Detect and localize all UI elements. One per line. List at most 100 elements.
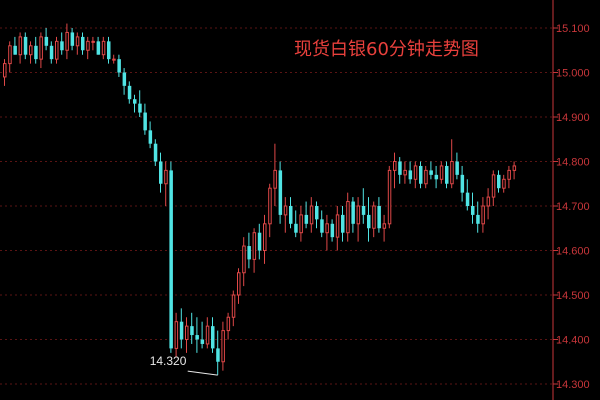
candle-body — [252, 232, 257, 260]
candle-body — [273, 169, 277, 189]
candle-body — [257, 232, 262, 251]
candle-body — [13, 45, 17, 55]
candle-body — [169, 170, 173, 349]
candle-body — [512, 165, 517, 171]
y-tick-label: 15.100 — [556, 23, 590, 35]
candle-body — [44, 36, 49, 46]
candle-body — [393, 161, 397, 171]
y-tick-label: 14.800 — [556, 157, 590, 169]
candle-body — [351, 201, 355, 224]
annotation-line — [187, 370, 218, 376]
candle-body — [205, 325, 210, 345]
candle-body — [247, 246, 251, 260]
candle-body — [75, 36, 80, 47]
candle-body — [195, 335, 199, 340]
candle-body — [372, 205, 376, 229]
candle-body — [387, 169, 392, 225]
candle-body — [491, 174, 496, 198]
candle-body — [138, 103, 142, 113]
candle-body — [231, 294, 236, 318]
candle-body — [221, 330, 225, 363]
candle-body — [263, 223, 267, 252]
candle-body — [153, 143, 158, 162]
candle-body — [117, 59, 121, 73]
candle-body — [190, 326, 194, 336]
candle-body — [179, 321, 184, 340]
candle-body — [122, 72, 127, 86]
candle-body — [70, 32, 75, 46]
candle-body — [320, 219, 324, 233]
candle-body — [460, 174, 465, 193]
candle-body — [403, 169, 407, 176]
candle-body — [96, 41, 101, 55]
y-tick-label: 14.300 — [556, 379, 590, 391]
candle-body — [382, 223, 387, 229]
candle-body — [34, 45, 38, 60]
candle-body — [91, 40, 95, 43]
candle-body — [283, 205, 288, 216]
candle-body — [429, 170, 433, 175]
candle-body — [60, 41, 64, 51]
candle-body — [335, 214, 340, 238]
candle-body — [304, 214, 309, 224]
candle-body — [200, 339, 205, 344]
candle-body — [309, 205, 314, 225]
candle-body — [29, 45, 33, 56]
candle-body — [289, 206, 293, 224]
candle-body — [356, 205, 361, 225]
y-tick-label: 15.000 — [556, 68, 590, 80]
candle-body — [278, 170, 283, 215]
candle-body — [127, 85, 132, 100]
candle-body — [315, 206, 319, 220]
candle-body — [226, 316, 231, 332]
candle-body — [413, 165, 418, 180]
candle-body — [471, 206, 475, 215]
candle-body — [39, 36, 43, 60]
low-annotation-label: 14.320 — [150, 354, 187, 368]
candle-body — [18, 36, 23, 56]
y-tick-label: 14.600 — [556, 246, 590, 258]
candle-body — [3, 63, 7, 78]
y-tick-label: 14.900 — [556, 112, 590, 124]
candle-body — [465, 192, 470, 206]
candle-body — [49, 45, 54, 60]
candle-body — [455, 161, 459, 175]
candle-body — [497, 174, 501, 189]
candle-body — [86, 40, 90, 51]
candle-body — [439, 165, 444, 180]
candle-body — [294, 223, 298, 233]
candle-body — [242, 245, 246, 274]
candle-body — [211, 326, 215, 349]
candle-body — [133, 99, 137, 104]
candle-body — [164, 169, 168, 185]
y-tick-label: 14.500 — [556, 290, 590, 302]
candle-body — [237, 272, 241, 296]
candle-body — [325, 223, 329, 234]
candle-body — [101, 40, 106, 56]
candle-body — [377, 206, 381, 229]
candle-body — [23, 36, 28, 55]
candle-body — [481, 205, 485, 225]
candle-body — [408, 170, 413, 180]
candle-body — [330, 223, 335, 238]
y-tick-label: 14.700 — [556, 201, 590, 213]
candle-body — [65, 31, 69, 51]
candle-body — [148, 130, 153, 144]
candle-body — [476, 214, 480, 224]
chart-title: 现货白银60分钟走势图 — [294, 39, 479, 60]
candle-body — [341, 214, 345, 233]
candle-body — [174, 321, 179, 349]
candle-body — [486, 196, 491, 207]
candle-body — [507, 169, 511, 180]
candle-body — [107, 41, 111, 60]
candle-body — [450, 161, 454, 185]
candle-body — [216, 348, 220, 362]
candle-body — [268, 187, 272, 225]
candle-body — [424, 169, 428, 185]
candle-body — [8, 45, 12, 65]
candle-body — [143, 112, 147, 131]
candle-body — [112, 58, 116, 61]
candle-body — [398, 161, 402, 175]
